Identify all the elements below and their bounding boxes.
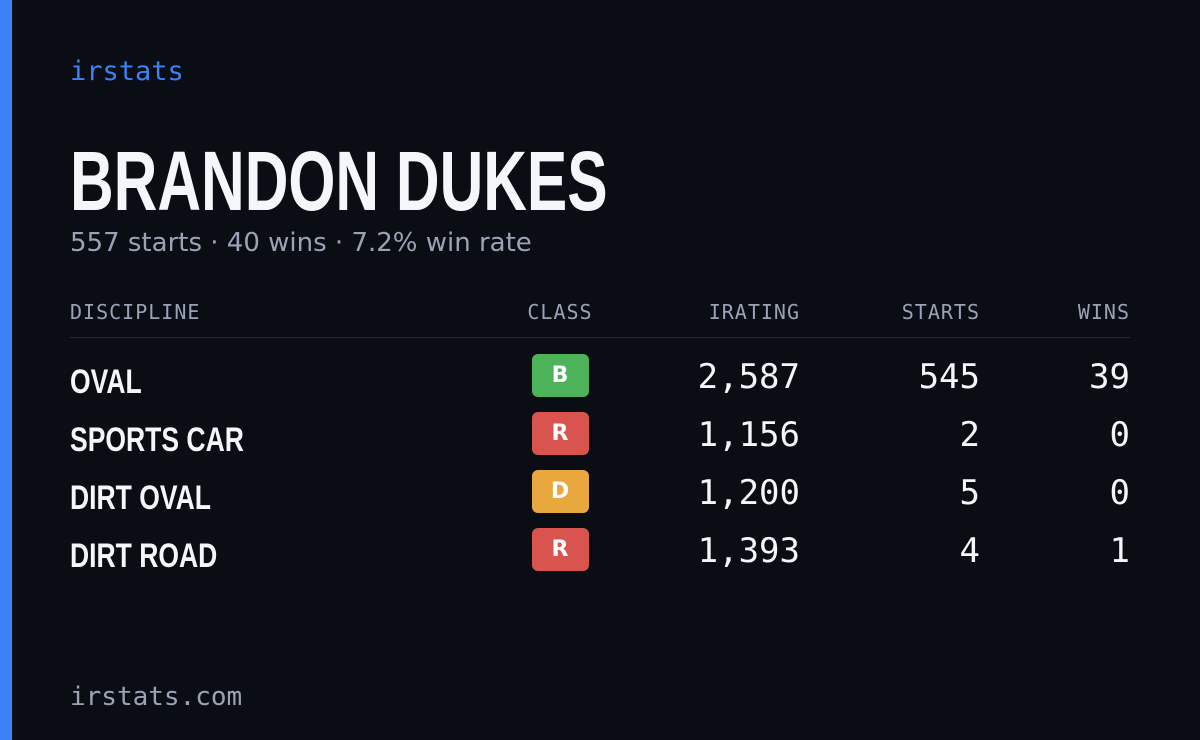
discipline: SPORTS CAR: [70, 421, 244, 459]
class-badge: R: [531, 412, 589, 455]
class-badge: B: [531, 354, 589, 397]
wins: 39: [1089, 357, 1130, 397]
class-badge: R: [531, 528, 589, 571]
starts: 2: [959, 415, 980, 455]
wins: 0: [1109, 415, 1130, 455]
brand: irstats: [70, 56, 184, 87]
class-badge: D: [531, 470, 589, 513]
discipline: DIRT OVAL: [70, 479, 211, 517]
column-header: STARTS: [901, 300, 980, 324]
column-header: CLASS: [527, 300, 593, 324]
irating: 1,200: [697, 473, 800, 513]
irating: 1,156: [697, 415, 800, 455]
footer-url: irstats.com: [70, 682, 243, 712]
wins: 1: [1109, 531, 1130, 571]
column-header: DISCIPLINE: [70, 300, 201, 324]
starts: 4: [959, 531, 980, 571]
starts: 5: [959, 473, 980, 513]
column-header: WINS: [1077, 300, 1130, 324]
wins: 0: [1109, 473, 1130, 513]
player-name: BRANDON DUKES: [70, 134, 608, 228]
header-rule: [70, 337, 1130, 338]
irating: 2,587: [697, 357, 800, 397]
starts: 545: [918, 357, 980, 397]
accent-stripe: [0, 0, 12, 740]
discipline: OVAL: [70, 363, 142, 401]
discipline: DIRT ROAD: [70, 537, 218, 575]
summary: 557 starts · 40 wins · 7.2% win rate: [70, 228, 532, 258]
column-header: IRATING: [708, 300, 800, 324]
irating: 1,393: [697, 531, 800, 571]
